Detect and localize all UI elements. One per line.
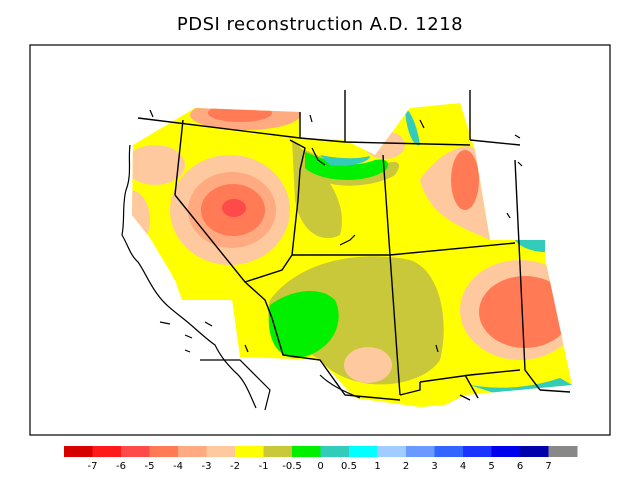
pdsi-field — [132, 103, 572, 407]
legend-swatch — [263, 446, 293, 457]
legend-swatch — [64, 446, 93, 457]
legend-swatch — [406, 446, 435, 457]
legend-tick-label: -3 — [202, 461, 212, 472]
legend-tick-label: 3 — [431, 461, 437, 472]
legend-swatch — [349, 446, 378, 457]
state-boundaries — [137, 90, 571, 401]
legend-swatch — [206, 446, 236, 457]
legend-tick-label: 4 — [460, 461, 466, 472]
map-title: PDSI reconstruction A.D. 1218 — [176, 14, 464, 35]
legend-tick-label: -0.5 — [282, 461, 302, 472]
legend-tick-label: 7 — [545, 461, 551, 472]
legend-tick-label: 0.5 — [341, 461, 357, 472]
legend-swatch — [377, 446, 407, 457]
islands-and-lakes — [149, 109, 523, 353]
legend-tick-label: -7 — [88, 461, 98, 472]
legend-tick-label: 6 — [517, 461, 523, 472]
legend-tick-label: -5 — [145, 461, 155, 472]
coastline — [121, 144, 361, 411]
legend-tick-label: 0 — [317, 461, 323, 472]
legend-tick-label: 1 — [374, 461, 380, 472]
legend-swatch — [292, 446, 321, 457]
legend-tick-label: 2 — [403, 461, 409, 472]
legend-tick-label: -1 — [259, 461, 269, 472]
legend-tick-label: -6 — [116, 461, 126, 472]
legend-swatch — [320, 446, 350, 457]
legend-swatch — [548, 446, 578, 457]
legend-tick-label: -4 — [173, 461, 183, 472]
legend-swatch — [235, 446, 264, 457]
legend-swatch — [463, 446, 492, 457]
legend-swatch — [520, 446, 549, 457]
legend-swatch — [121, 446, 150, 457]
legend-tick-label: 5 — [488, 461, 494, 472]
legend-swatch — [491, 446, 521, 457]
legend-swatch — [149, 446, 179, 457]
legend-swatch — [434, 446, 464, 457]
legend-swatch — [178, 446, 207, 457]
legend-swatch — [92, 446, 122, 457]
legend-tick-label: -2 — [230, 461, 240, 472]
